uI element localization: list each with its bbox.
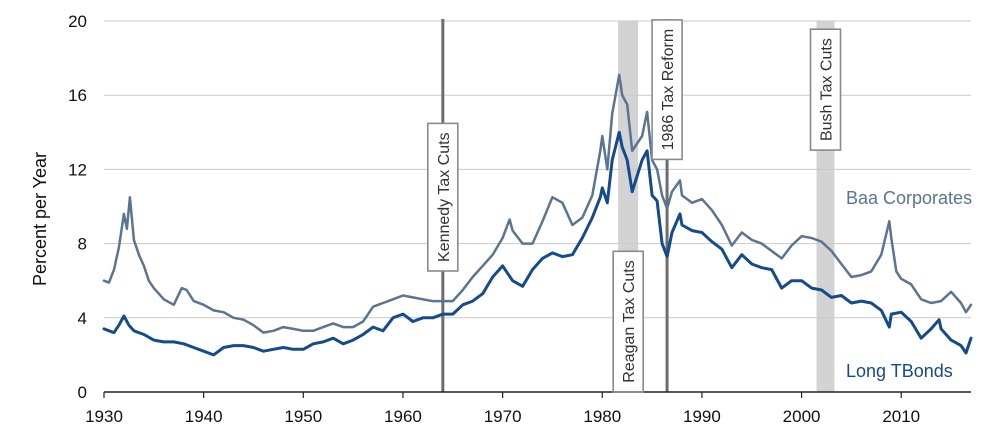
annotation-label: 1986 Tax Reform — [660, 29, 677, 151]
annotation-label: Reagan Tax Cuts — [621, 260, 638, 382]
y-tick-label-0: 0 — [78, 383, 87, 402]
annotation-box — [612, 250, 645, 393]
annotation-label: Bush Tax Cuts — [819, 38, 836, 141]
annotation-box — [426, 122, 459, 272]
axes: 0 4 8 12 16 20 1930 1940 1950 1960 1970 1980 1990 200… — [68, 12, 971, 426]
series-label-long-tbonds: Long TBonds — [846, 361, 953, 381]
y-tick-label-8: 8 — [78, 235, 87, 254]
x-tick-label-1940: 1940 — [185, 407, 223, 426]
series-lines — [102, 73, 973, 357]
y-tick-label-20: 20 — [68, 12, 87, 31]
x-tick-label-1930: 1930 — [85, 407, 123, 426]
annotation-label: Kennedy Tax Cuts — [436, 132, 453, 262]
series-label-baa-corporates: Baa Corporates — [846, 188, 972, 208]
y-tick-label-16: 16 — [68, 86, 87, 105]
x-tick-label-1990: 1990 — [683, 407, 721, 426]
series-line-baa-corporates — [102, 73, 973, 334]
x-tick-label-1980: 1980 — [583, 407, 621, 426]
x-tick-label-1950: 1950 — [284, 407, 322, 426]
annotation-1986-tax-reform: 1986 Tax Reform — [651, 19, 683, 161]
tax-cut-bands — [618, 21, 835, 392]
y-tick-label-4: 4 — [78, 309, 87, 328]
annotation-bush-tax-cuts: Bush Tax Cuts — [809, 28, 842, 151]
series-line-long-tbonds — [102, 130, 973, 357]
y-axis-label: Percent per Year — [30, 152, 50, 286]
annotation-labels: Kennedy Tax Cuts 1986 Tax Reform Reagan Ta… — [426, 19, 842, 393]
annotation-box — [809, 28, 842, 151]
y-tick-label-12: 12 — [68, 160, 87, 179]
annotation-box — [651, 19, 683, 161]
x-tick-label-2000: 2000 — [783, 407, 821, 426]
grid-lines — [104, 20, 971, 319]
x-tick-label-1960: 1960 — [384, 407, 422, 426]
x-tick-label-1970: 1970 — [484, 407, 522, 426]
annotation-kennedy-tax-cuts: Kennedy Tax Cuts — [426, 122, 459, 272]
x-tick-label-2010: 2010 — [882, 407, 920, 426]
annotation-reagan-tax-cuts: Reagan Tax Cuts — [612, 250, 645, 393]
